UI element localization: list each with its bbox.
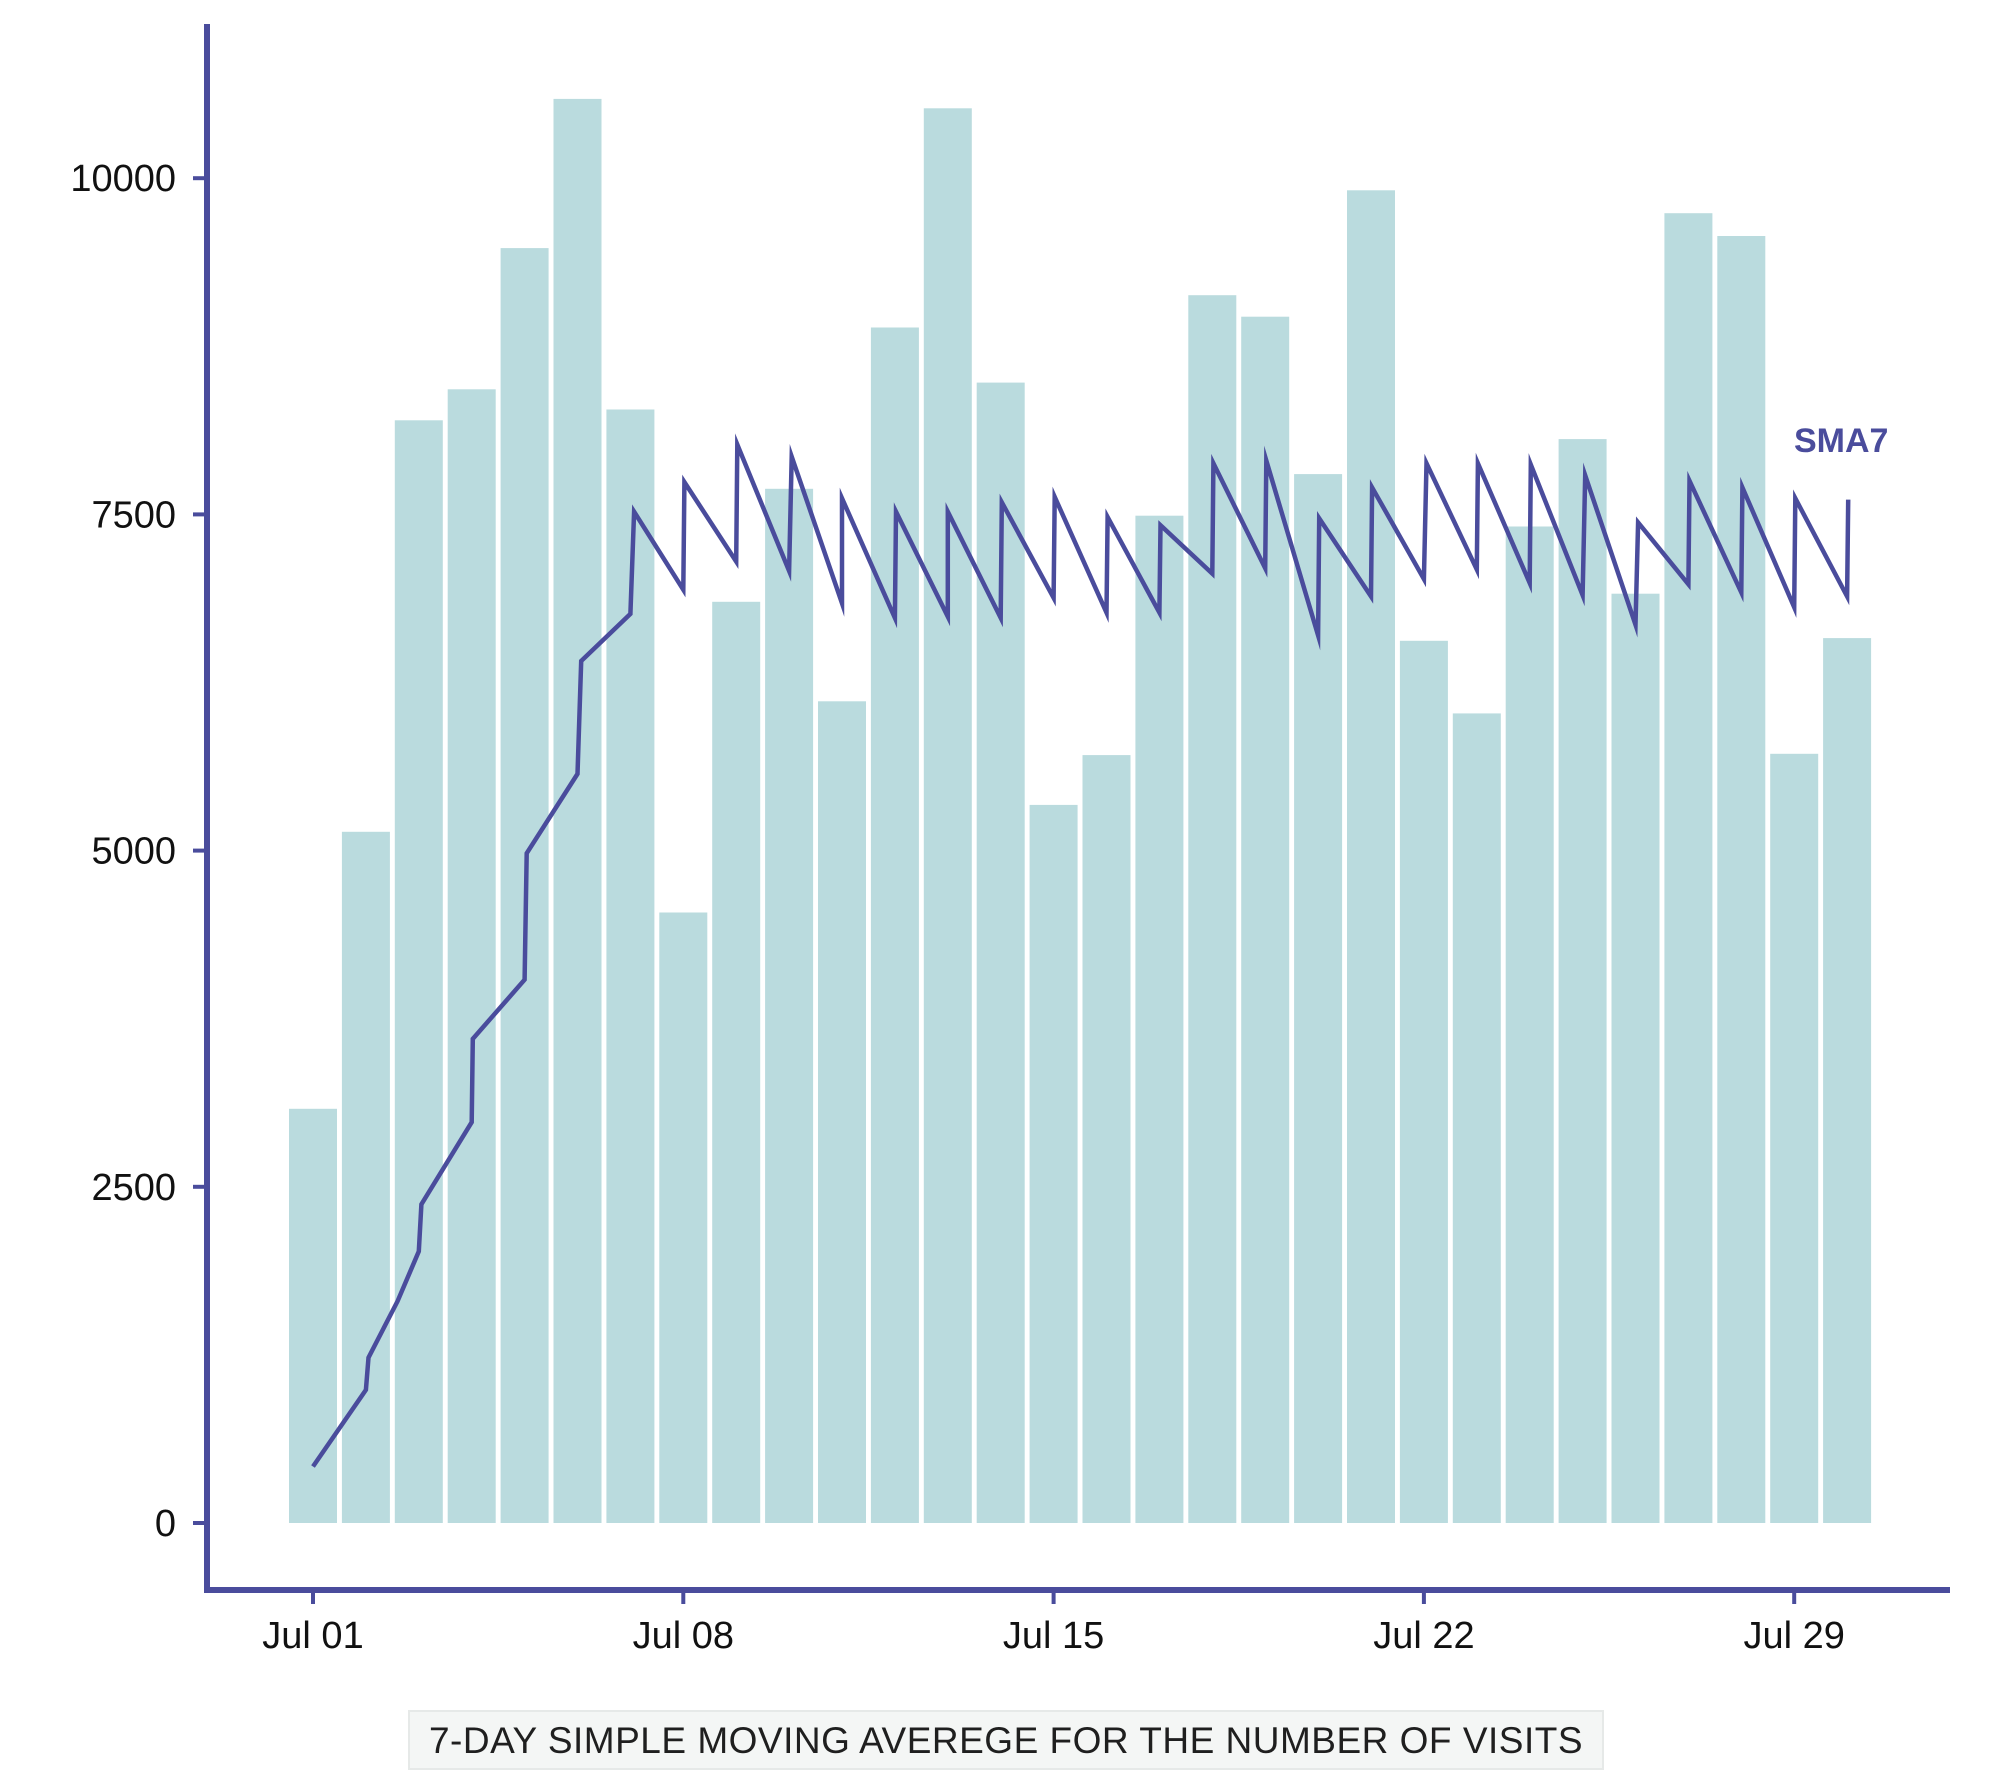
bar-jul-16 <box>1082 755 1131 1523</box>
axes <box>204 24 1950 1593</box>
bar-jul-20 <box>1294 474 1343 1524</box>
bars-layer <box>289 98 1872 1524</box>
bar-jul-01 <box>289 1108 337 1523</box>
bar-jul-24 <box>1505 526 1554 1523</box>
x-tick-label: Jul 22 <box>1373 1615 1474 1657</box>
y-axis-ticks: 0 2500 5000 7500 10000 <box>70 158 207 1545</box>
bar-jul-02 <box>341 831 390 1523</box>
bar-jul-11 <box>818 701 866 1523</box>
y-tick-label: 5000 <box>91 831 176 873</box>
x-tick-label: Jul 29 <box>1743 1615 1844 1657</box>
bar-jul-30 <box>1823 638 1872 1523</box>
bar-jul-13 <box>923 108 972 1523</box>
y-tick-label: 7500 <box>91 494 176 536</box>
bar-jul-08 <box>659 912 708 1523</box>
bar-jul-23 <box>1452 713 1501 1523</box>
bar-jul-04 <box>447 389 496 1523</box>
bar-jul-21 <box>1347 190 1395 1523</box>
x-tick-label: Jul 08 <box>633 1615 734 1657</box>
sma-line-layer <box>311 433 1851 1468</box>
bar-jul-29 <box>1770 753 1819 1523</box>
bar-jul-26 <box>1611 593 1660 1523</box>
y-tick-label: 10000 <box>70 158 176 200</box>
bar-jul-22 <box>1399 640 1448 1523</box>
x-tick-label: Jul 15 <box>1003 1615 1104 1657</box>
bar-jul-09 <box>712 601 761 1523</box>
bar-jul-27 <box>1664 213 1713 1524</box>
bar-jul-17 <box>1135 515 1184 1523</box>
bar-jul-03 <box>394 420 443 1523</box>
chart-caption: 7-DAY SIMPLE MOVING AVEREGE FOR THE NUMB… <box>408 1710 1604 1770</box>
x-axis-ticks: Jul 01 Jul 08 Jul 15 Jul 22 Jul 29 <box>262 1590 1845 1657</box>
bar-jul-10 <box>765 488 814 1523</box>
sma7-line <box>311 433 1851 1468</box>
bar-jul-28 <box>1717 236 1766 1523</box>
y-tick-label: 2500 <box>91 1167 176 1209</box>
series-label-sma7: SMA7 <box>1794 422 1888 460</box>
bar-jul-06 <box>553 98 602 1523</box>
bar-jul-25 <box>1558 439 1607 1524</box>
y-tick-label: 0 <box>155 1503 176 1545</box>
x-tick-label: Jul 01 <box>262 1615 363 1657</box>
bar-jul-15 <box>1029 804 1078 1523</box>
